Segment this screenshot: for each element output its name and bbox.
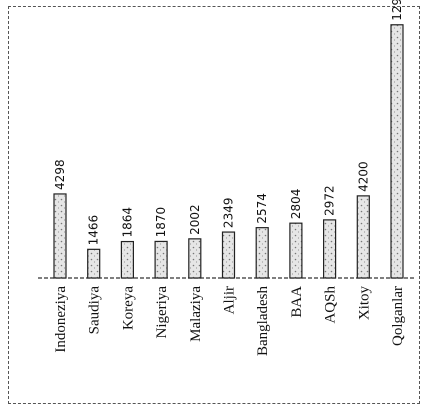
category-label-malaziya: Malaziya [188,286,204,342]
value-label-baa: 2804 [289,189,303,220]
value-label-malaziya: 2002 [188,204,202,235]
category-label-baa: BAA [289,286,305,318]
value-label-aljir: 2349 [222,198,236,229]
bar-nigeriya [154,240,168,279]
bar-baa [289,222,303,279]
bar-aljir [221,231,236,279]
value-label-indoneziya: 4298 [53,159,67,190]
bars [53,24,404,279]
bar-indoneziya [53,193,67,279]
category-label-qolganlar: Qolganlar [390,286,406,346]
category-label-aqsh: AQSh [323,286,339,324]
bar-qolganlar [390,24,404,279]
category-label-aljir: Aljir [222,286,238,314]
value-label-qolganlar: 12949 [390,0,404,21]
category-label-nigeriya: Nigeriya [154,286,170,339]
bar-saudiya [87,248,101,279]
bar-koreya [120,240,135,279]
bar-malaziya [188,238,202,279]
category-label-bangladesh: Bangladesh [255,286,271,356]
chart-frame [8,6,420,404]
value-label-bangladesh: 2574 [255,193,269,224]
category-labels: Indoneziya Saudiya Koreya Nigeriya Malaziya A… [53,286,406,356]
value-labels: 4298 1466 1864 1870 2002 2349 2574 2804 2972 4200… [53,0,404,245]
category-label-indoneziya: Indoneziya [53,286,69,353]
bar-xitoy [356,195,370,279]
bar-aqsh [323,219,337,279]
category-label-saudiya: Saudiya [87,286,103,335]
bar-bangladesh [255,227,269,279]
category-label-xitoy: Xitoy [356,286,372,321]
category-label-koreya: Koreya [120,286,136,330]
value-label-koreya: 1864 [120,207,134,238]
value-label-aqsh: 2972 [323,185,337,216]
value-label-saudiya: 1466 [87,215,101,246]
value-label-xitoy: 4200 [356,161,370,192]
value-label-nigeriya: 1870 [154,207,168,238]
